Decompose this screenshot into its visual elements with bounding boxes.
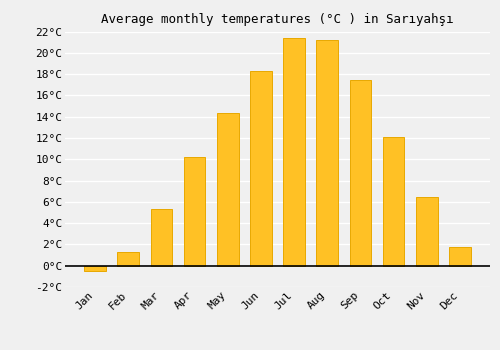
- Bar: [184, 157, 206, 266]
- Bar: [350, 80, 371, 266]
- Bar: [118, 252, 139, 266]
- Bar: [250, 71, 272, 266]
- Bar: [217, 113, 238, 266]
- Bar: [150, 209, 172, 266]
- Bar: [416, 196, 438, 266]
- Bar: [449, 246, 470, 266]
- Bar: [316, 40, 338, 266]
- Title: Average monthly temperatures (°C ) in Sarıyahşı: Average monthly temperatures (°C ) in Sa…: [101, 13, 454, 26]
- Bar: [284, 38, 305, 266]
- Bar: [84, 266, 106, 271]
- Bar: [383, 137, 404, 266]
